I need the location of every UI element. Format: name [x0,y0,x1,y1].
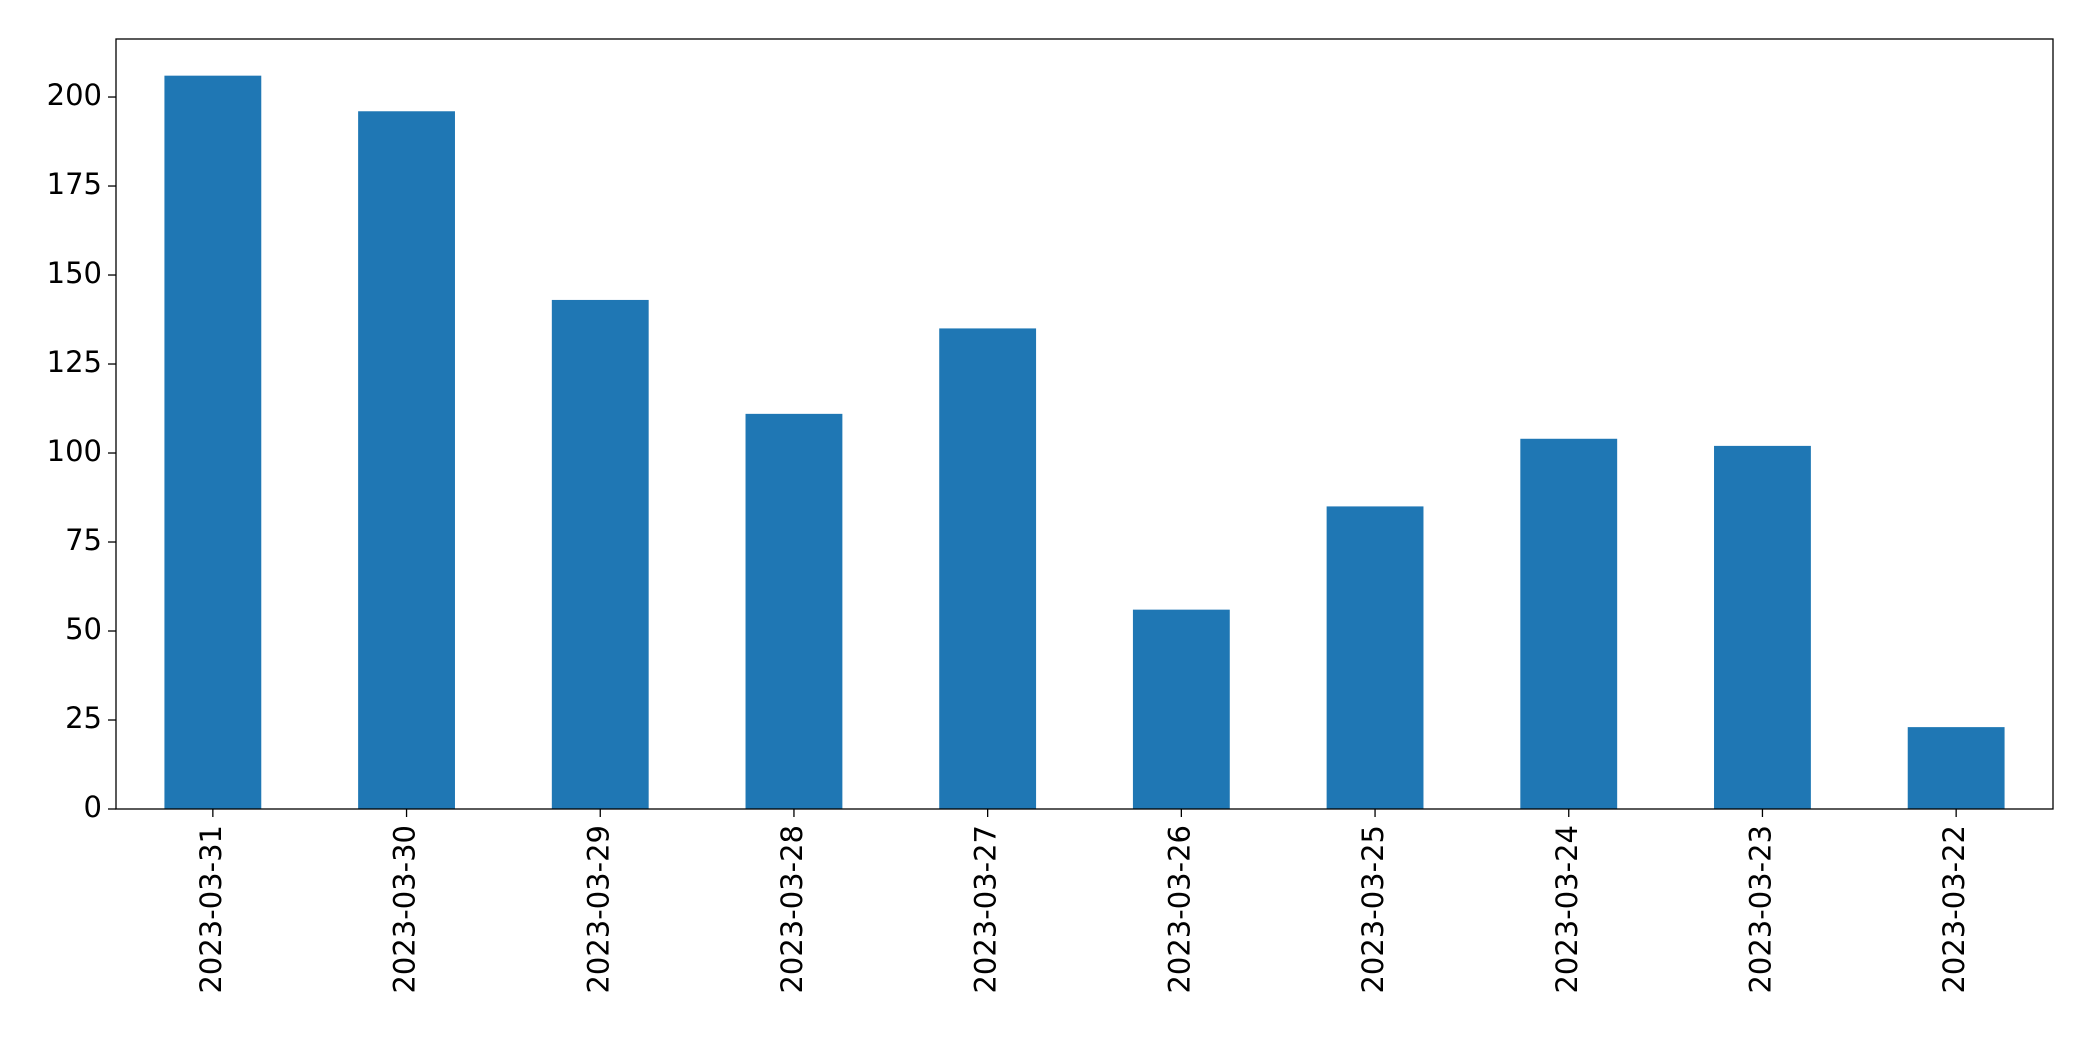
x-tick-label: 2023-03-31 [194,825,228,994]
y-tick-label: 200 [47,78,102,112]
x-tick-label: 2023-03-28 [775,825,809,994]
bar [939,328,1037,809]
bar [1520,438,1618,809]
y-tick-label: 50 [65,612,102,646]
bar [1907,727,2005,809]
bar [1132,609,1230,809]
x-tick-label: 2023-03-25 [1356,825,1390,994]
x-tick-label: 2023-03-27 [969,825,1003,994]
y-tick-label: 150 [47,256,102,290]
bar [745,413,843,809]
bar [1326,506,1424,809]
plot-frame [115,38,2054,810]
y-tick-label: 25 [65,701,102,735]
y-tick-label: 100 [47,434,102,468]
y-tick-label: 125 [47,345,102,379]
x-tick-label: 2023-03-29 [581,825,615,994]
x-tick-label: 2023-03-26 [1162,825,1196,994]
bar [1714,445,1811,809]
x-tick-label: 2023-03-24 [1550,825,1584,994]
y-tick-label: 75 [65,523,102,557]
bar [164,75,262,809]
x-tick-label: 2023-03-30 [388,825,422,994]
bar [358,111,455,809]
bar [551,299,649,809]
y-tick-label: 0 [84,790,102,824]
y-tick-label: 175 [47,167,102,201]
x-tick-label: 2023-03-23 [1743,825,1777,994]
x-tick-label: 2023-03-22 [1937,825,1971,994]
